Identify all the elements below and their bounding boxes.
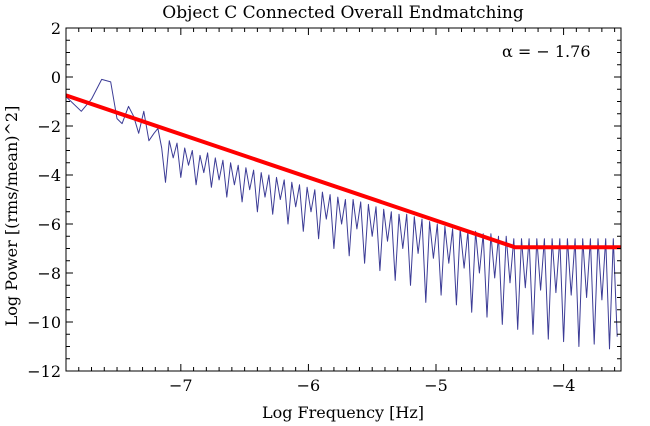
x-axis-label: Log Frequency [Hz]: [262, 403, 424, 422]
tick-labels: −7 −6 −5 −4 −12 −10 −8 −6 −4 −2 0 2: [27, 19, 575, 395]
y-axis-label: Log Power [(rms/mean)^2]: [2, 106, 21, 327]
periodogram-line: [65, 78, 618, 350]
chart-title: Object C Connected Overall Endmatching: [162, 3, 524, 23]
y-tick-label: 0: [51, 68, 61, 87]
x-tick-label: −4: [552, 376, 576, 395]
axis-ticks: [65, 27, 621, 372]
y-tick-label: −4: [37, 166, 61, 185]
alpha-annotation: α = − 1.76: [502, 42, 591, 61]
y-tick-label: −2: [37, 117, 61, 136]
x-tick-label: −7: [169, 376, 193, 395]
y-tick-label: 2: [51, 19, 61, 38]
fit-series: [65, 93, 621, 250]
x-tick-label: −5: [424, 376, 448, 395]
fit-line: [65, 93, 621, 250]
y-tick-label: −10: [27, 313, 61, 332]
plot-frame: [65, 27, 622, 372]
x-tick-label: −6: [297, 376, 321, 395]
y-tick-label: −12: [27, 362, 61, 381]
periodogram-series: [65, 78, 618, 350]
y-tick-label: −6: [37, 215, 61, 234]
y-tick-label: −8: [37, 264, 61, 283]
